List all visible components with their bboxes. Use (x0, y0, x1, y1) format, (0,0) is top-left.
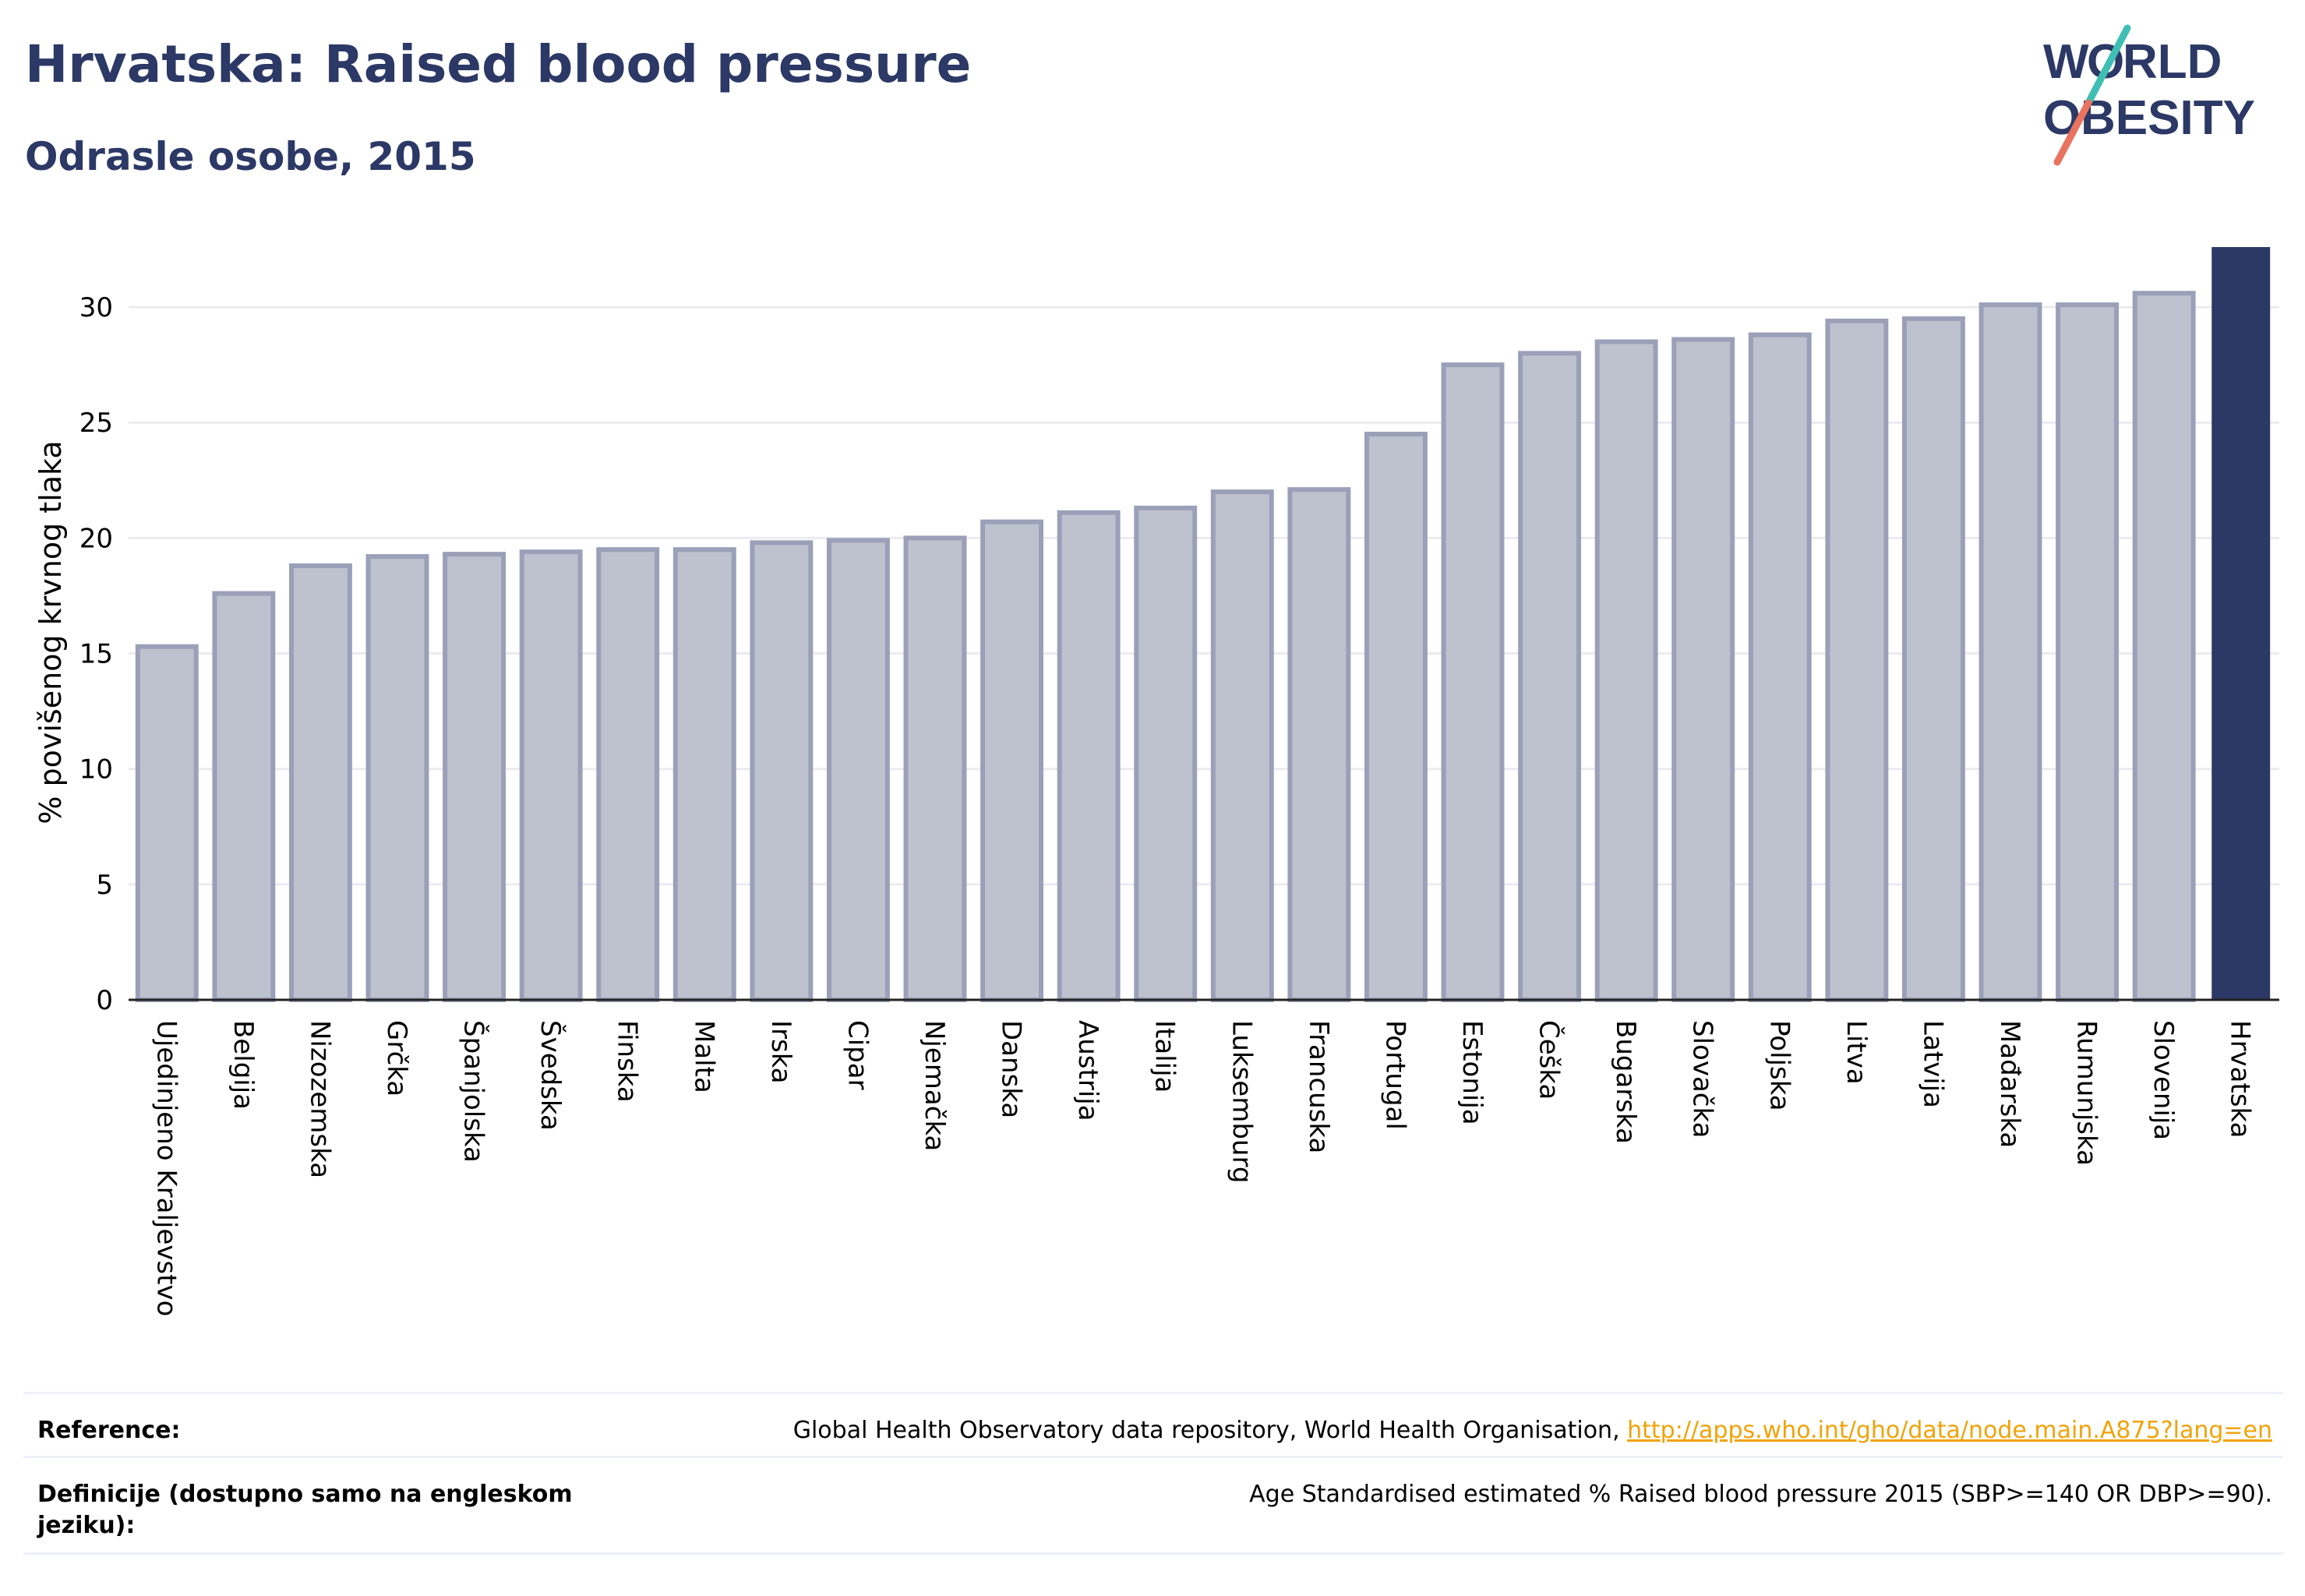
bar-rumunjska[interactable] (2056, 302, 2120, 1003)
definition-row: Definicije (dostupno samo na engleskom j… (23, 1474, 2283, 1552)
bar-grčka[interactable] (365, 554, 429, 1002)
bar-nizozemska[interactable] (288, 563, 352, 1002)
bar-italija[interactable] (1134, 505, 1198, 1002)
y-tick-label: 5 (96, 870, 113, 901)
x-tick-label: Danska (996, 1020, 1027, 1118)
footer-divider (23, 1552, 2283, 1555)
x-tick-label: Hrvatska (2225, 1020, 2256, 1138)
y-tick-label: 20 (79, 523, 113, 554)
bar-finska[interactable] (596, 547, 660, 1002)
x-tick-label: Grčka (381, 1020, 412, 1096)
footer-divider (23, 1456, 2283, 1458)
bar-poljska[interactable] (1748, 332, 1812, 1002)
x-tick-label: Rumunjska (2071, 1020, 2102, 1166)
y-tick-label: 15 (79, 639, 113, 670)
definition-text: Age Standardised estimated % Raised bloo… (1249, 1481, 2272, 1508)
svg-text:W: W (2043, 35, 2089, 89)
x-tick-label: Portugal (1379, 1020, 1410, 1130)
x-tick-label: Malta (688, 1020, 719, 1093)
bar-danska[interactable] (980, 519, 1044, 1002)
y-axis-label: % povišenog krvnog tlaka (34, 440, 68, 824)
reference-text: Global Health Observatory data repositor… (792, 1417, 1628, 1444)
x-tick-label: Bugarska (1610, 1020, 1641, 1144)
bar-litva[interactable] (1825, 318, 1889, 1002)
x-tick-label: Luksemburg (1226, 1020, 1257, 1183)
x-tick-label: Mađarska (1994, 1020, 2025, 1148)
bar-portugal[interactable] (1364, 432, 1428, 1002)
bar-ujedinjeno-kraljevstvo[interactable] (135, 644, 199, 1002)
bar-belgija[interactable] (212, 591, 276, 1002)
bar-njemačka[interactable] (903, 535, 967, 1002)
reference-row: Reference: Global Health Observatory dat… (23, 1411, 2283, 1457)
x-tick-label: Latvija (1917, 1020, 1948, 1108)
y-tick-label: 30 (79, 292, 113, 323)
bar-luksemburg[interactable] (1210, 489, 1274, 1002)
x-tick-label: Slovenija (2148, 1020, 2179, 1140)
svg-text:RLD: RLD (2123, 35, 2222, 89)
bar-estonija[interactable] (1441, 362, 1505, 1002)
x-tick-label: Francuska (1303, 1020, 1334, 1153)
reference-label: Reference: (37, 1417, 181, 1444)
x-tick-label: Njemačka (919, 1020, 950, 1151)
svg-text:BESITY: BESITY (2081, 91, 2255, 145)
x-tick-label: Ujedinjeno Kraljevstvo (150, 1020, 182, 1316)
chart-title: Hrvatska: Raised blood pressure (25, 34, 972, 94)
x-tick-label: Slovačka (1687, 1020, 1718, 1138)
reference-link[interactable]: http://apps.who.int/gho/data/node.main.A… (1627, 1417, 2272, 1444)
x-tick-label: Cipar (842, 1020, 873, 1090)
chart-subtitle: Odrasle osobe, 2015 (25, 134, 476, 179)
x-tick-label: Litva (1841, 1020, 1872, 1085)
x-tick-label: Finska (612, 1020, 643, 1103)
x-tick-label: Austrija (1072, 1020, 1103, 1121)
x-tick-label: Poljska (1763, 1020, 1795, 1111)
bar-švedska[interactable] (519, 549, 583, 1002)
world-obesity-logo: W O RLD O BESITY (2043, 24, 2255, 166)
footer-divider (23, 1392, 2283, 1394)
y-tick-label: 10 (79, 754, 113, 786)
bar-austrija[interactable] (1057, 510, 1121, 1002)
y-tick-label: 25 (79, 408, 113, 439)
bar-irska[interactable] (750, 540, 814, 1002)
reference-value: Global Health Observatory data repositor… (793, 1415, 2272, 1446)
bar-malta[interactable] (672, 547, 736, 1002)
bar-češka[interactable] (1518, 351, 1582, 1003)
bar-cipar[interactable] (826, 538, 890, 1002)
bar-slovenija[interactable] (2132, 291, 2196, 1002)
bar-mađarska[interactable] (1978, 302, 2042, 1003)
bar-chart: 0 5 10 15 20 25 30 % povišenog krvnog tlaka Ujed… (34, 247, 2279, 1316)
bar-slovačka[interactable] (1671, 337, 1735, 1002)
x-tick-label: Estonija (1456, 1020, 1488, 1125)
bar-latvija[interactable] (1901, 316, 1965, 1002)
y-tick-label: 0 (96, 985, 113, 1016)
bar-hrvatska[interactable] (2211, 247, 2271, 1000)
x-tick-label: Belgija (228, 1020, 259, 1110)
bar-francuska[interactable] (1287, 487, 1351, 1002)
x-tick-label: Švedska (535, 1020, 567, 1131)
definition-label: Definicije (dostupno samo na engleskom j… (37, 1481, 573, 1539)
bar-španjolska[interactable] (443, 552, 507, 1002)
x-tick-label: Italija (1149, 1020, 1181, 1093)
x-tick-label: Španjolska (458, 1020, 490, 1163)
x-tick-label: Nizozemska (304, 1020, 335, 1178)
x-tick-label: Irska (765, 1020, 796, 1084)
bar-bugarska[interactable] (1594, 339, 1658, 1002)
x-tick-label: Češka (1534, 1020, 1565, 1100)
